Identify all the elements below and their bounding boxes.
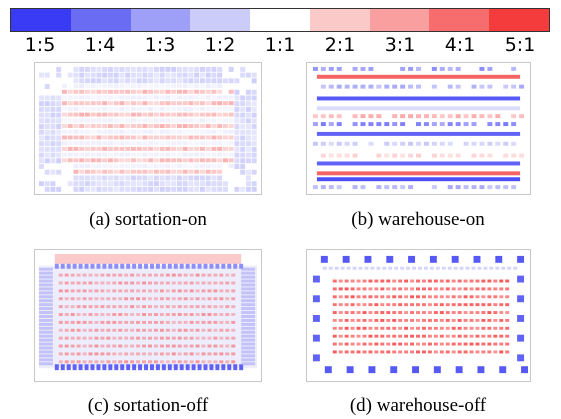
caption-sortation-off: (c) sortation-off [87,395,209,416]
colorbar-segment [489,9,550,31]
colorbar-segment [250,9,310,31]
heatmap-sortation-off [34,249,262,382]
heatmap-warehouse-on [306,62,531,195]
colorbar-segment [309,9,370,31]
heatmap-warehouse-off [306,249,531,382]
colorbar-tick-label: 2:1 [324,34,356,56]
colorbar-tick-label: 1:5 [24,34,56,56]
colorbar-tick-label: 3:1 [384,34,416,56]
colorbar-tick-label: 1:1 [264,34,296,56]
colorbar-tick-label: 1:3 [144,34,176,56]
heatmap-sortation-on-image [38,66,257,192]
caption-warehouse-off: (d) warehouse-off [349,395,487,416]
colorbar-segment [190,9,251,31]
heatmap-sortation-off-image [38,253,258,371]
colorbar-segment [130,9,191,31]
colorbar-segment [11,9,71,31]
colorbar [10,8,550,32]
caption-sortation-on: (a) sortation-on [89,209,207,230]
colorbar-segment [429,9,490,31]
caption-warehouse-on: (b) warehouse-on [351,209,485,230]
heatmap-warehouse-off-image [312,255,529,374]
colorbar-tick-label: 1:4 [84,34,116,56]
heatmap-sortation-on [34,62,262,195]
colorbar-segment [70,9,131,31]
colorbar-tick-label: 4:1 [444,34,476,56]
heatmap-warehouse-on-image [312,66,525,190]
colorbar-segment [369,9,430,31]
colorbar-tick-label: 1:2 [204,34,236,56]
colorbar-tick-label: 5:1 [504,34,536,56]
